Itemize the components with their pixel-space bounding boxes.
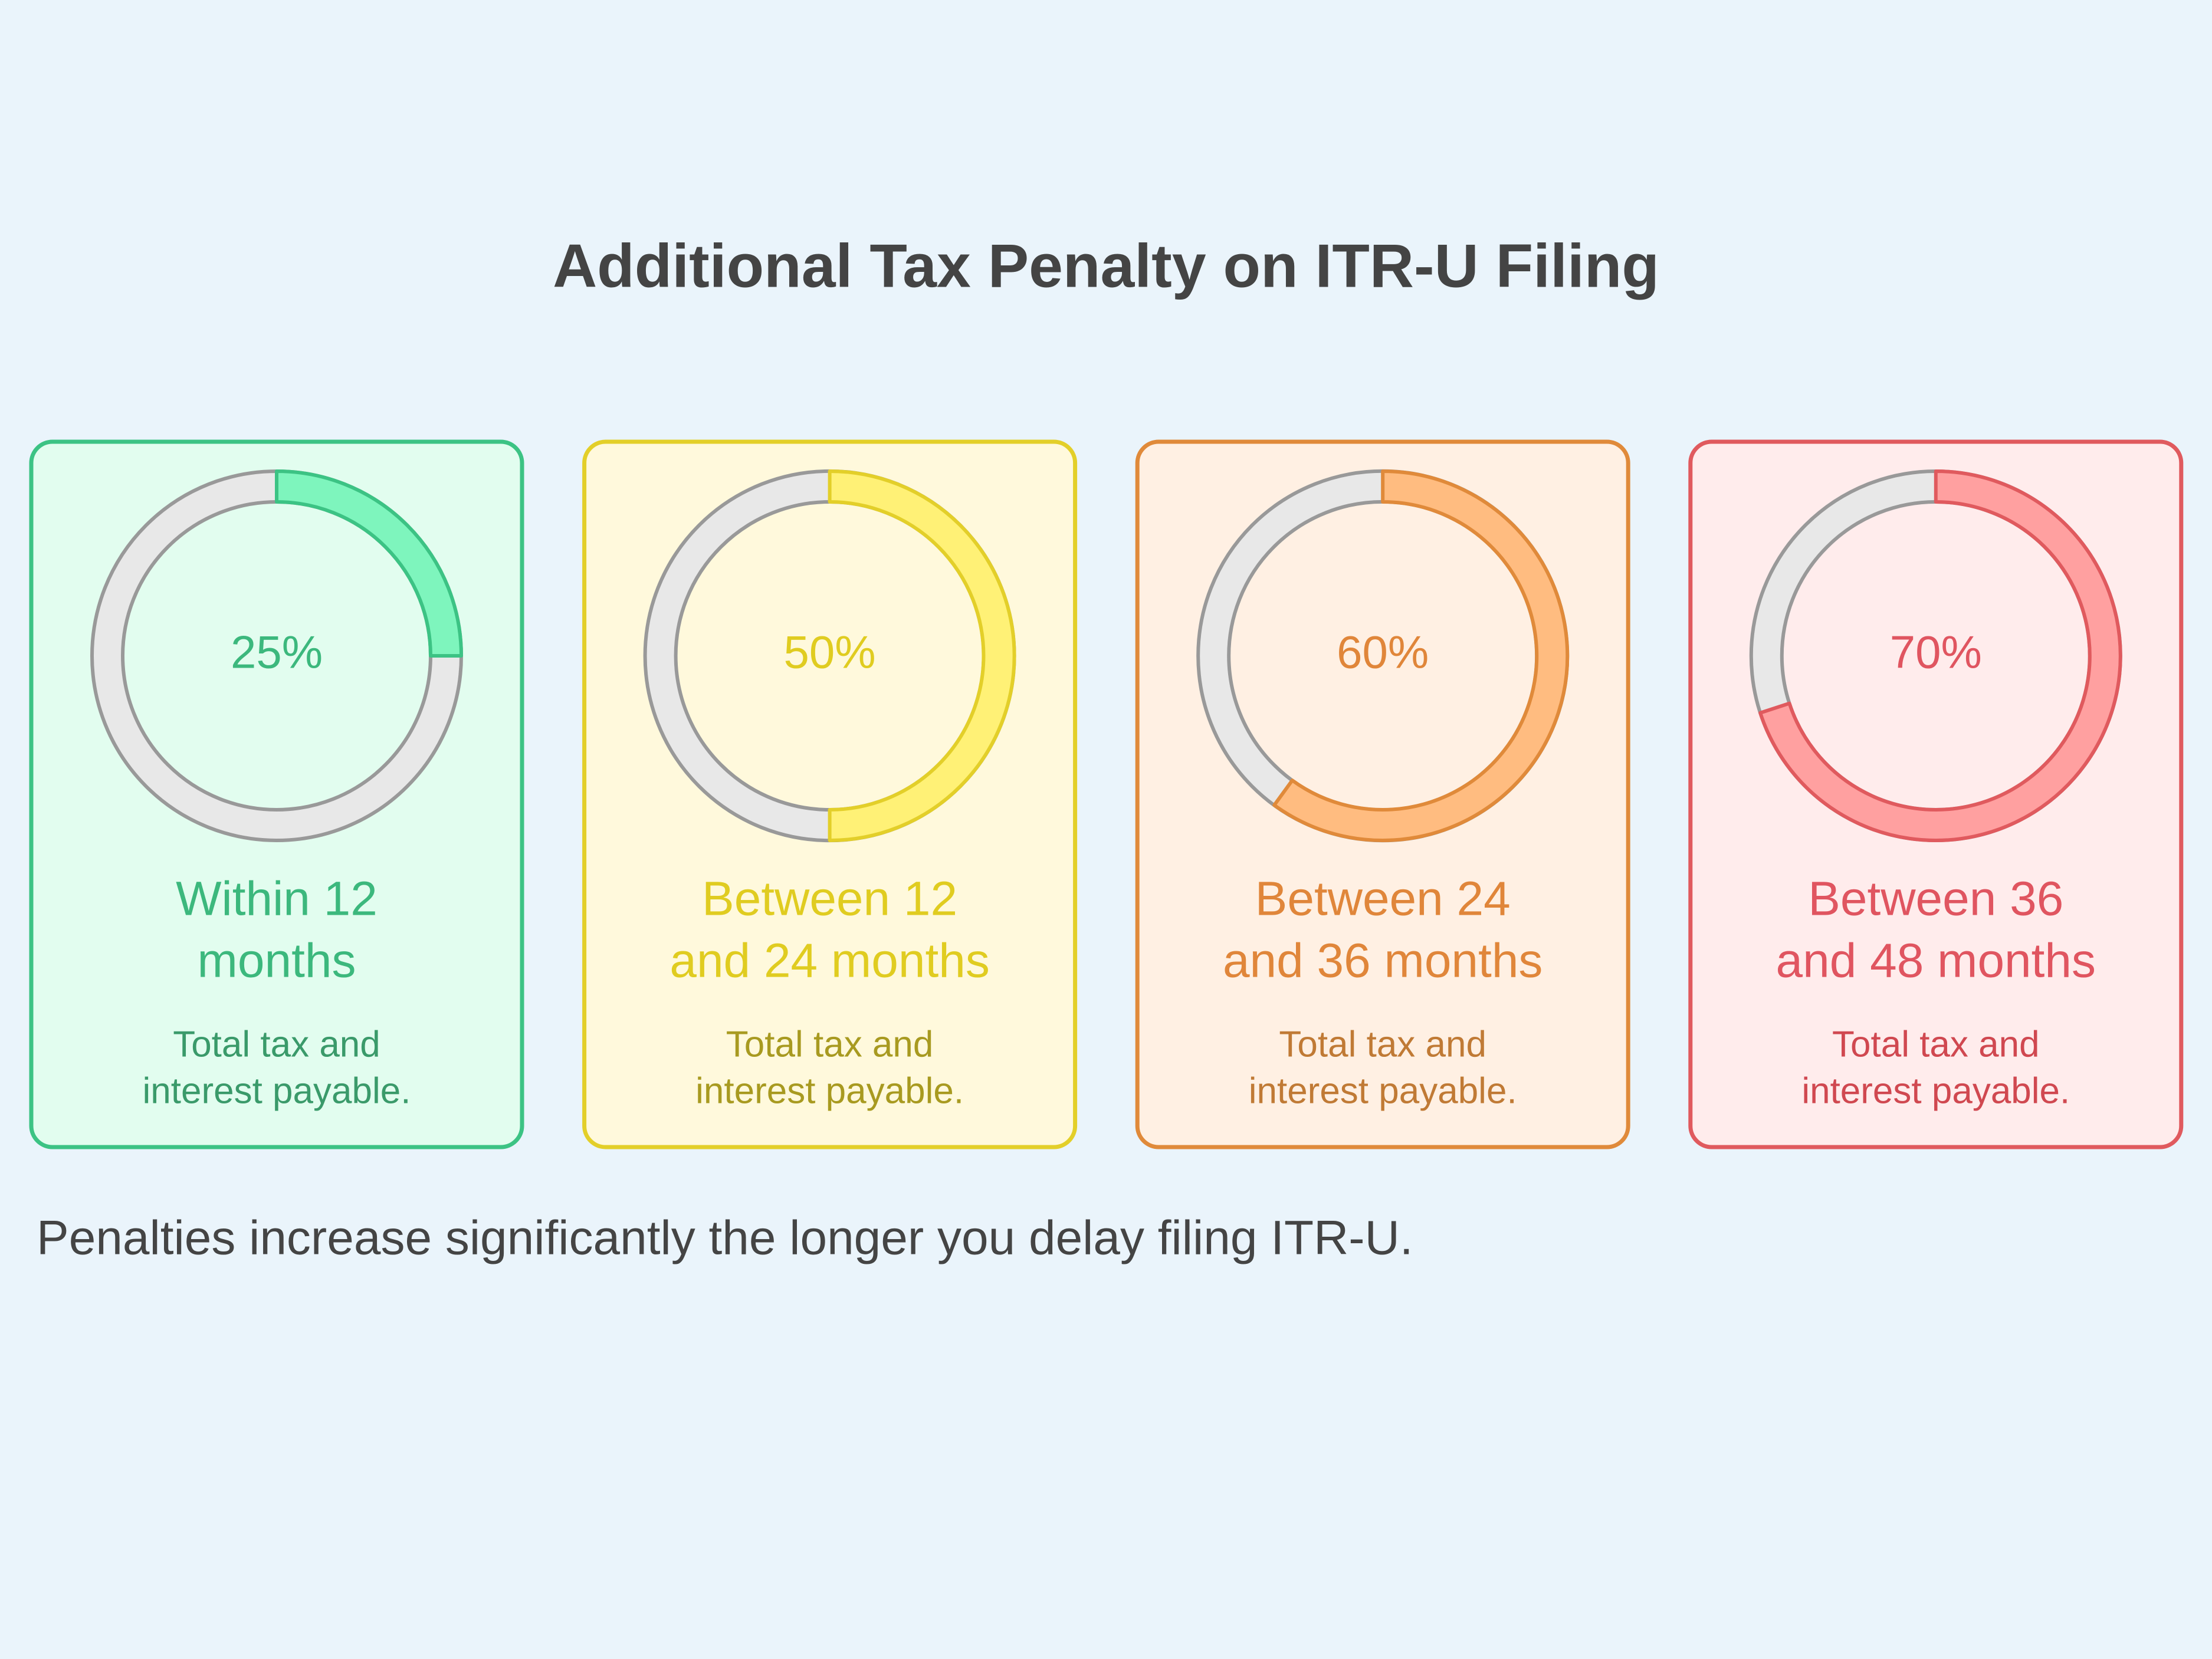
- card: [29, 439, 524, 1149]
- card-description: interest payable.: [1249, 1070, 1517, 1111]
- card-label: and 48 months: [1776, 934, 2096, 988]
- gauge-arc: [828, 469, 1016, 842]
- gauge-value: 50%: [784, 626, 876, 678]
- card-description: interest payable.: [1801, 1070, 2070, 1111]
- card-label: and 24 months: [669, 934, 990, 988]
- gauge-value: 70%: [1890, 626, 1982, 678]
- gauge-arc: [1272, 469, 1570, 842]
- footer: Penalties increase significantly the lon…: [37, 1211, 1413, 1265]
- card-label: Between 12: [702, 872, 957, 926]
- card-label: Within 12: [176, 872, 378, 926]
- card-label: Between 24: [1255, 872, 1511, 926]
- card-description: Total tax and: [173, 1024, 380, 1065]
- card-description: Total tax and: [1279, 1024, 1486, 1065]
- card-label: months: [198, 934, 356, 988]
- card: [1688, 439, 2184, 1149]
- card-description: interest payable.: [143, 1070, 411, 1111]
- gauge-value: 25%: [231, 626, 323, 678]
- card-description: Total tax and: [1832, 1024, 2040, 1065]
- card: [582, 439, 1078, 1149]
- gauge-arc: [275, 469, 463, 658]
- card-description: interest payable.: [695, 1070, 964, 1111]
- card-label: and 36 months: [1223, 934, 1543, 988]
- card-description: Total tax and: [726, 1024, 934, 1065]
- title: Additional Tax Penalty on ITR-U Filing: [553, 232, 1659, 300]
- card: [1135, 439, 1630, 1149]
- gauge-value: 60%: [1337, 626, 1429, 678]
- card-label: Between 36: [1808, 872, 2063, 926]
- gauge-arc: [1758, 469, 2122, 842]
